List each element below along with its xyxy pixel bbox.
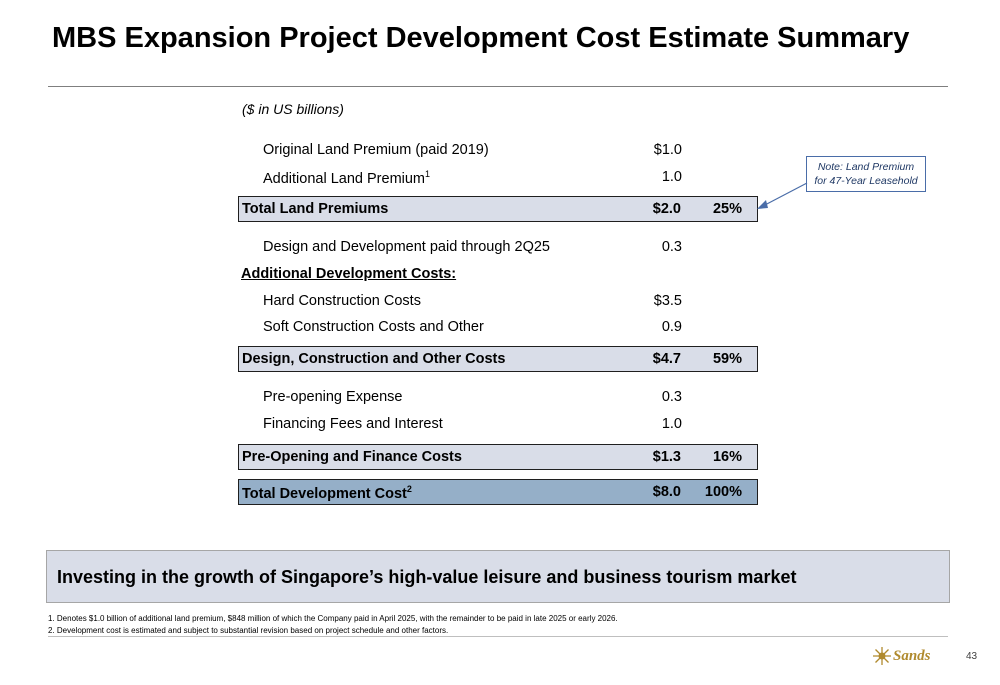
page-title: MBS Expansion Project Development Cost E… [52,22,910,54]
table-row: Hard Construction Costs $3.5 [238,289,758,315]
row-label: Original Land Premium (paid 2019) [263,142,489,158]
row-value: $8.0 [652,484,681,500]
footnote: 2. Development cost is estimated and sub… [48,626,449,635]
row-value: $1.3 [652,449,681,465]
row-label: Design and Development paid through 2Q25 [263,239,550,255]
row-value: 0.9 [661,319,682,335]
row-label: Total Land Premiums [242,201,389,217]
row-percent: 25% [712,201,742,217]
subtotal-row: Design, Construction and Other Costs $4.… [238,346,758,372]
row-label: Soft Construction Costs and Other [263,319,484,335]
table-row: Soft Construction Costs and Other 0.9 [238,315,758,341]
row-label: Design, Construction and Other Costs [242,351,506,367]
row-percent: 16% [712,449,742,465]
footnote-marker: 2 [406,484,412,494]
row-label: Pre-Opening and Finance Costs [242,449,462,465]
row-value: $4.7 [652,351,681,367]
land-premium-note: Note: Land Premium for 47-Year Leasehold [806,156,926,192]
row-label: Financing Fees and Interest [263,416,443,432]
footer-divider [48,636,948,637]
table-row: Additional Land Premium1 1.0 [238,165,758,191]
subtotal-row: Total Land Premiums $2.0 25% [238,196,758,222]
row-value: $3.5 [653,293,682,309]
page-number: 43 [966,651,978,662]
table-row: Pre-opening Expense 0.3 [238,385,758,411]
note-line: Note: Land Premium [817,161,915,173]
footnotes: 1. Denotes $1.0 billion of additional la… [48,613,618,637]
table-row: Design and Development paid through 2Q25… [238,235,758,261]
table-row: Original Land Premium (paid 2019) $1.0 [238,138,758,164]
section-heading: Additional Development Costs: [241,266,457,282]
row-value: 0.3 [661,239,682,255]
footnote: 1. Denotes $1.0 billion of additional la… [48,614,618,623]
footnote-marker: 1 [425,169,431,179]
section-heading-row: Additional Development Costs: [238,262,758,288]
sands-logo-wordmark: Sands [893,648,931,664]
takeaway-banner: Investing in the growth of Singapore’s h… [46,550,950,603]
banner-text: Investing in the growth of Singapore’s h… [57,567,797,587]
row-value: $2.0 [652,201,681,217]
row-label: Hard Construction Costs [263,293,421,309]
units-label: ($ in US billions) [242,101,344,117]
row-percent: 59% [712,351,742,367]
row-percent: 100% [704,484,742,500]
row-value: 1.0 [661,416,682,432]
callout-arrow-icon [757,182,808,209]
note-line: for 47-Year Leasehold [814,175,918,187]
sands-sun-logo-icon [873,647,891,665]
row-label: Total Development Cost2 [242,484,412,502]
subtotal-row: Pre-Opening and Finance Costs $1.3 16% [238,444,758,470]
table-row: Financing Fees and Interest 1.0 [238,412,758,438]
row-value: 0.3 [661,389,682,405]
row-label: Pre-opening Expense [263,389,403,405]
row-label: Additional Land Premium1 [263,169,431,187]
row-value: 1.0 [661,169,682,185]
row-value: $1.0 [653,142,682,158]
title-divider [48,86,948,87]
grand-total-row: Total Development Cost2 $8.0 100% [238,479,758,505]
